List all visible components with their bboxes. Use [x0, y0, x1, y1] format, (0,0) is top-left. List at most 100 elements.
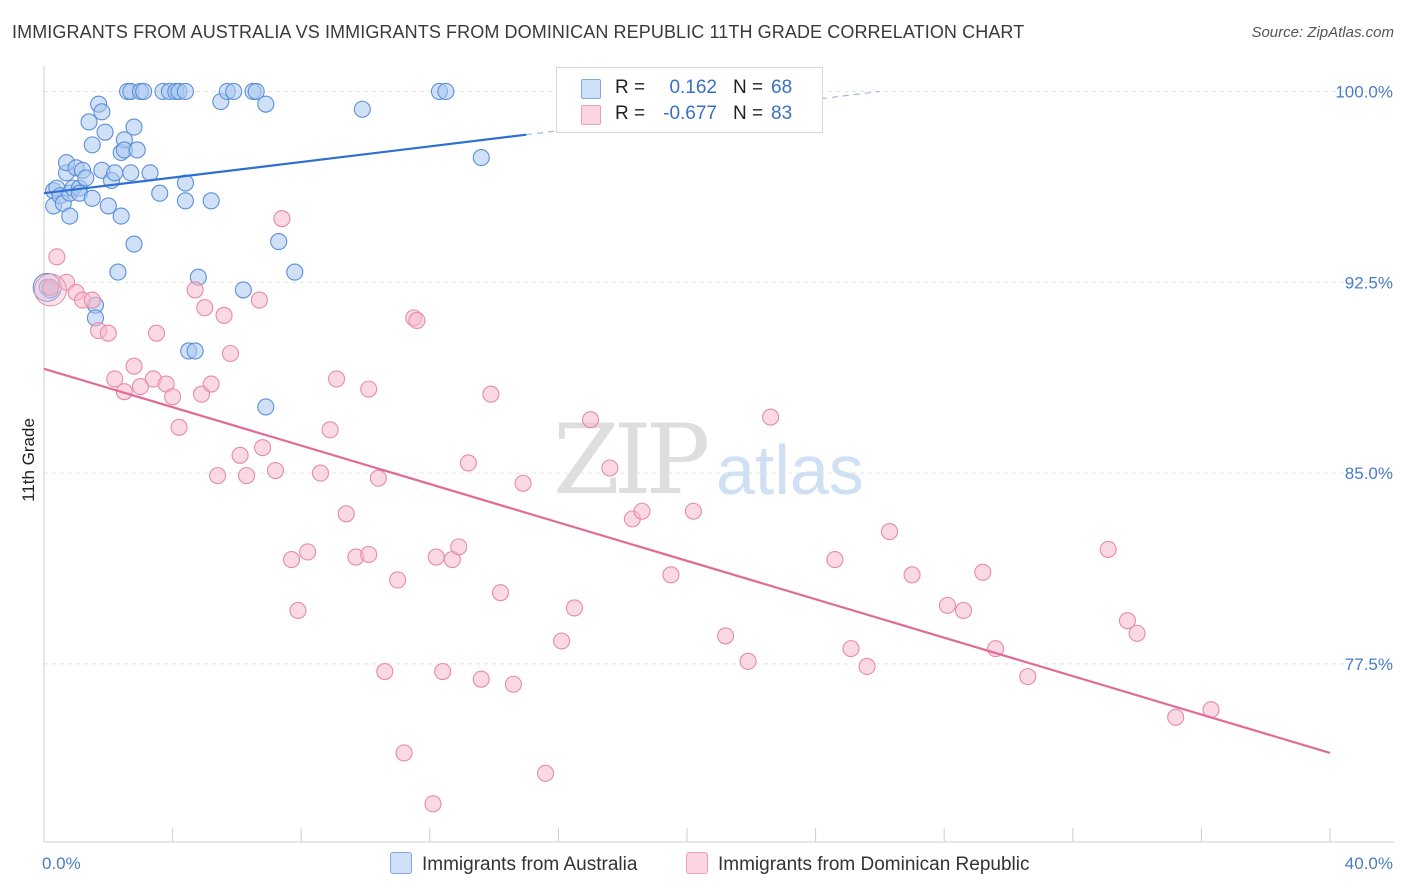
data-point: [459, 454, 477, 472]
data-point: [234, 281, 252, 299]
chart-title: IMMIGRANTS FROM AUSTRALIA VS IMMIGRANTS …: [12, 22, 1025, 42]
data-point: [337, 505, 355, 523]
data-point: [299, 543, 317, 561]
data-point: [739, 652, 757, 670]
data-point: [147, 324, 166, 342]
data-point: [311, 464, 330, 482]
x-tick-label: 0.0%: [42, 854, 81, 873]
data-point: [369, 469, 387, 487]
data-point: [77, 169, 95, 187]
data-point: [395, 744, 413, 762]
data-point: [1019, 668, 1037, 686]
bottom-legend-swatch-australia: [390, 852, 412, 874]
data-point: [1167, 708, 1185, 726]
data-point: [33, 273, 67, 307]
data-point: [273, 210, 291, 228]
data-point: [437, 82, 455, 100]
data-point: [106, 370, 124, 388]
y-tick-label: 85.0%: [1345, 464, 1393, 483]
tick-labels: 100.0% 92.5% 85.0% 77.5% 0.0% 40.0%: [42, 82, 1393, 873]
data-point: [270, 233, 288, 251]
data-point: [858, 657, 876, 675]
data-point: [151, 184, 169, 202]
bottom-legend-dominican-republic: Immigrants from Dominican Republic: [686, 852, 1030, 876]
data-point: [450, 538, 468, 556]
data-point: [286, 263, 304, 281]
data-point: [360, 545, 378, 564]
data-point: [427, 548, 445, 566]
legend-row-australia: R = 0.162 N = 68: [557, 74, 822, 102]
data-point: [186, 342, 204, 360]
data-point: [565, 599, 584, 617]
data-point: [41, 278, 59, 296]
watermark-atlas: atlas: [716, 431, 864, 509]
data-point: [266, 461, 285, 480]
data-point: [257, 95, 275, 113]
data-point: [389, 571, 407, 589]
bottom-legend-label-australia: Immigrants from Australia: [422, 854, 638, 875]
legend-swatch-australia: [581, 79, 601, 99]
data-point: [202, 192, 220, 210]
data-point: [96, 123, 114, 141]
data-point: [83, 189, 101, 207]
data-point: [247, 82, 265, 100]
data-point: [536, 764, 555, 782]
data-point: [99, 324, 117, 342]
data-point: [221, 344, 240, 363]
data-point: [514, 474, 532, 492]
legend-n-value: 83: [771, 103, 793, 124]
data-point: [826, 551, 844, 569]
data-point: [504, 675, 522, 693]
legend-swatch-dominican-republic: [581, 105, 601, 125]
data-point: [122, 164, 140, 182]
grid-lines: [44, 90, 1394, 665]
data-point: [209, 467, 227, 485]
source-credit: Source: ZipAtlas.com: [1251, 24, 1394, 41]
data-point: [353, 100, 371, 118]
data-point: [408, 311, 426, 329]
data-point: [257, 398, 275, 416]
data-point: [225, 82, 243, 100]
legend-r-label: R =: [615, 77, 646, 98]
data-point: [128, 141, 146, 159]
trend-line-dominican-republic: [43, 367, 1331, 755]
data-point: [633, 502, 651, 520]
data-point: [170, 418, 188, 436]
data-point: [80, 113, 98, 131]
watermark-zip: ZIP: [553, 404, 710, 516]
y-tick-label: 77.5%: [1345, 655, 1393, 674]
trend-line-australia: [43, 133, 527, 195]
correlation-legend: R = 0.162 N = 68 R = -0.677 N = 83: [556, 67, 823, 133]
legend-n-label: N =: [733, 77, 764, 98]
data-point: [215, 306, 233, 324]
y-tick-label: 100.0%: [1335, 82, 1393, 101]
data-point: [553, 632, 571, 650]
y-tick-label: 92.5%: [1345, 273, 1393, 292]
data-point: [231, 446, 249, 464]
data-point: [283, 551, 301, 569]
bottom-legend-label-dominican-republic: Immigrants from Dominican Republic: [718, 854, 1030, 875]
data-point: [109, 263, 127, 281]
data-point: [938, 596, 956, 614]
legend-r-value: -0.677: [663, 103, 717, 124]
data-point: [717, 627, 735, 645]
data-point: [601, 459, 619, 477]
data-point: [176, 82, 195, 100]
data-point: [1128, 624, 1146, 642]
bottom-legend-swatch-dominican-republic: [686, 852, 708, 874]
data-point: [1118, 612, 1137, 630]
trend-lines: [43, 90, 1331, 755]
data-point: [328, 370, 346, 388]
data-point: [954, 601, 973, 620]
data-point: [176, 192, 195, 210]
data-point: [186, 281, 204, 299]
data-point: [141, 164, 159, 182]
data-point: [106, 164, 124, 182]
data-point: [762, 408, 780, 426]
series-dominican-republic: [33, 210, 1220, 813]
data-point: [125, 118, 143, 136]
data-point: [321, 421, 339, 439]
legend-n-value: 68: [771, 77, 793, 98]
data-point: [93, 103, 111, 121]
x-tick-label: 40.0%: [1345, 854, 1393, 873]
